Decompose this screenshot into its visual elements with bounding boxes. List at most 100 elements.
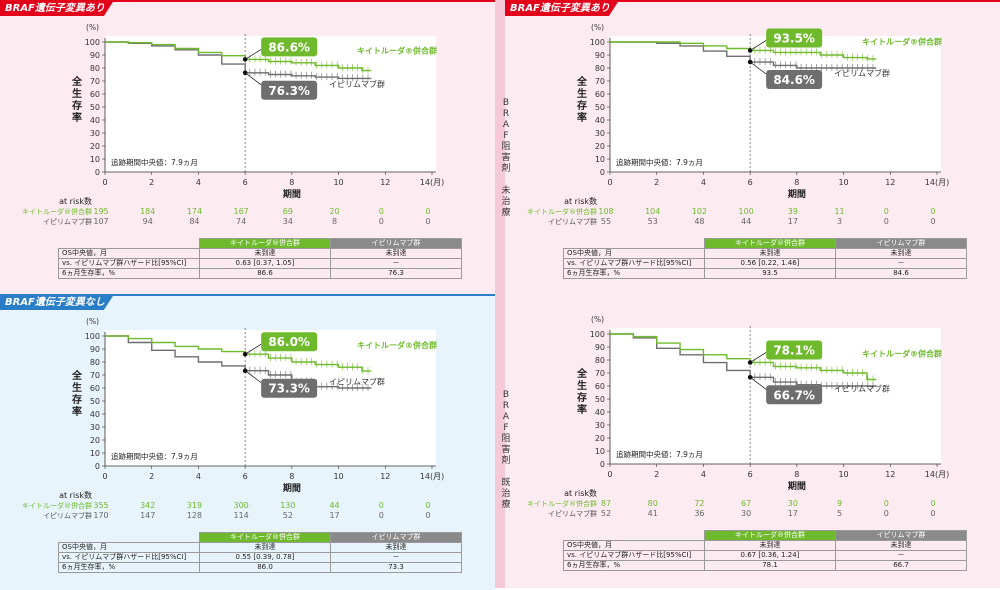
median-followup: 追跡期間中央値：7.9ヵ月	[616, 449, 703, 459]
at-risk-value-ipilimumab: 74	[236, 217, 246, 226]
table-row: vs. イピリムマブ群ハザード比[95%CI] 0.67 [0.36, 1.24]…	[563, 550, 967, 561]
table-cell: 未到達	[704, 248, 836, 259]
y-tick-label: 30	[90, 423, 100, 432]
at-risk-value-ipilimumab: 0	[425, 511, 430, 520]
at-risk-value-keytruda: 355	[93, 501, 108, 510]
table-cell: 未到達	[835, 248, 967, 259]
plot-area	[610, 36, 941, 172]
panel-tag: BRAF遺伝子変異なし	[0, 296, 113, 310]
at-risk-value-keytruda: 20	[329, 207, 339, 216]
x-tick-label: 10	[333, 472, 343, 481]
table-row: 6ヵ月生存率，% 86.0 73.3	[58, 562, 462, 573]
callout-leader	[244, 72, 262, 86]
keytruda-series-label: キイトルーダ®併合群	[357, 340, 437, 350]
y-label-char: 存	[577, 99, 587, 112]
table-cell: 6ヵ月生存率，%	[563, 268, 705, 279]
y-unit: (%)	[591, 23, 604, 32]
table-row: OS中央値，月 未到達 未到達	[58, 248, 462, 259]
at-risk-label-keytruda: キイトルーダ®併合群	[22, 207, 92, 216]
y-unit: (%)	[86, 23, 99, 32]
table-cell: －	[330, 552, 462, 563]
y-label-char: 存	[72, 99, 82, 112]
at-risk-value-keytruda: 0	[379, 501, 384, 510]
table-row: キイトルーダ®併合群 イピリムマブ群	[564, 530, 967, 541]
os-table: キイトルーダ®併合群 イピリムマブ群 OS中央値，月 未到達 未到達 vs. イピリムマブ…	[58, 532, 462, 573]
at-risk-value-keytruda: 87	[601, 499, 611, 508]
table-header-cell	[564, 531, 705, 541]
y-unit: (%)	[591, 315, 604, 324]
os-table: キイトルーダ®併合群 イピリムマブ群 OS中央値，月 未到達 未到達 vs. イピリムマブ…	[563, 238, 967, 279]
y-axis-label: 全生存率	[71, 369, 83, 418]
table-header-cell: イピリムマブ群	[835, 238, 967, 249]
keytruda-6m-dot	[747, 360, 753, 365]
at-risk-value-keytruda: 102	[692, 207, 707, 216]
x-tick-label: 6	[748, 178, 753, 187]
x-tick-label: 4	[196, 178, 201, 187]
y-tick-label: 10	[90, 449, 100, 458]
keytruda-6m-dot	[242, 351, 248, 357]
x-tick-label: 0	[102, 178, 107, 187]
table-cell: 86.6	[199, 268, 331, 279]
table-cell: OS中央値，月	[58, 248, 200, 259]
panel-braf-mut-untreated-right: BRAF遺伝子変異あり 0 10 20 30 40 50 60 70 80 90 100 (%) 全生存率…	[505, 0, 1000, 296]
keytruda-series-label: キイトルーダ®併合群	[862, 348, 942, 358]
x-tick-label: 12	[885, 178, 895, 187]
y-tick-label: 50	[595, 395, 605, 404]
ipilimumab-series-label: イピリムマブ群	[329, 79, 385, 89]
at-risk-title: at risk数	[59, 490, 92, 500]
at-risk-value-ipilimumab: 17	[329, 511, 339, 520]
y-tick-label: 10	[595, 155, 605, 164]
at-risk-value-ipilimumab: 0	[884, 509, 889, 518]
median-followup: 追跡期間中央値：7.9ヵ月	[616, 157, 703, 167]
table-cell: 未到達	[199, 248, 331, 259]
table-cell: －	[330, 258, 462, 269]
ipilimumab-series-label: イピリムマブ群	[834, 68, 890, 78]
table-row: キイトルーダ®併合群 イピリムマブ群	[564, 238, 967, 249]
table-row: 6ヵ月生存率，% 86.6 76.3	[58, 268, 462, 279]
at-risk-value-keytruda: 0	[930, 207, 935, 216]
y-tick-label: 70	[90, 77, 100, 86]
y-tick-label: 10	[90, 155, 100, 164]
table-cell: 66.7	[835, 560, 967, 571]
y-axis-label: 全生存率	[576, 367, 588, 416]
y-axis-label: 全生存率	[71, 75, 83, 124]
table-cell: OS中央値，月	[563, 248, 705, 259]
at-risk-value-ipilimumab: 94	[143, 217, 153, 226]
keytruda-callout-box	[766, 28, 823, 48]
at-risk-value-keytruda: 0	[425, 207, 430, 216]
table-cell: 未到達	[330, 542, 462, 553]
at-risk-value-keytruda: 11	[834, 207, 844, 216]
panel-braf-mut-untreated: BRAF遺伝子変異あり 0 10 20 30 40 50 60 70 80 90 100 (%) 全生存率…	[0, 0, 495, 296]
y-label-char: 全	[576, 367, 588, 380]
x-tick-label: 14(月)	[925, 178, 949, 187]
at-risk-label-ipilimumab: イピリムマブ群	[43, 511, 92, 520]
at-risk-value-keytruda: 319	[187, 501, 202, 510]
at-risk-value-ipilimumab: 41	[648, 509, 658, 518]
y-tick-label: 30	[595, 421, 605, 430]
at-risk-value-ipilimumab: 17	[788, 509, 798, 518]
x-tick-label: 6	[243, 178, 248, 187]
at-risk-value-ipilimumab: 0	[379, 217, 384, 226]
y-tick-label: 70	[595, 77, 605, 86]
y-label-char: 全	[71, 75, 83, 88]
table-cell: 0.56 [0.22, 1.46]	[704, 258, 836, 269]
at-risk-label-ipilimumab: イピリムマブ群	[548, 217, 597, 226]
table-cell: vs. イピリムマブ群ハザード比[95%CI]	[58, 552, 200, 563]
table-row: vs. イピリムマブ群ハザード比[95%CI] 0.63 [0.37, 1.05]…	[58, 258, 462, 269]
y-tick-label: 60	[595, 382, 605, 391]
y-tick-label: 90	[90, 51, 100, 60]
at-risk-value-keytruda: 174	[187, 207, 202, 216]
y-tick-label: 90	[595, 51, 605, 60]
y-tick-label: 10	[595, 447, 605, 456]
plot-area	[105, 330, 436, 466]
table-header-cell: イピリムマブ群	[330, 532, 462, 543]
table-row: OS中央値，月 未到達 未到達	[563, 540, 967, 551]
callout-leader	[244, 49, 262, 60]
y-tick-label: 20	[595, 434, 605, 443]
panel-braf-wild-type: BRAF遺伝子変異なし 0 10 20 30 40 50 60 70 80 90 100 (%) 全生存率…	[0, 294, 495, 590]
table-row: キイトルーダ®併合群 イピリムマブ群	[59, 532, 462, 543]
y-tick-label: 50	[90, 103, 100, 112]
